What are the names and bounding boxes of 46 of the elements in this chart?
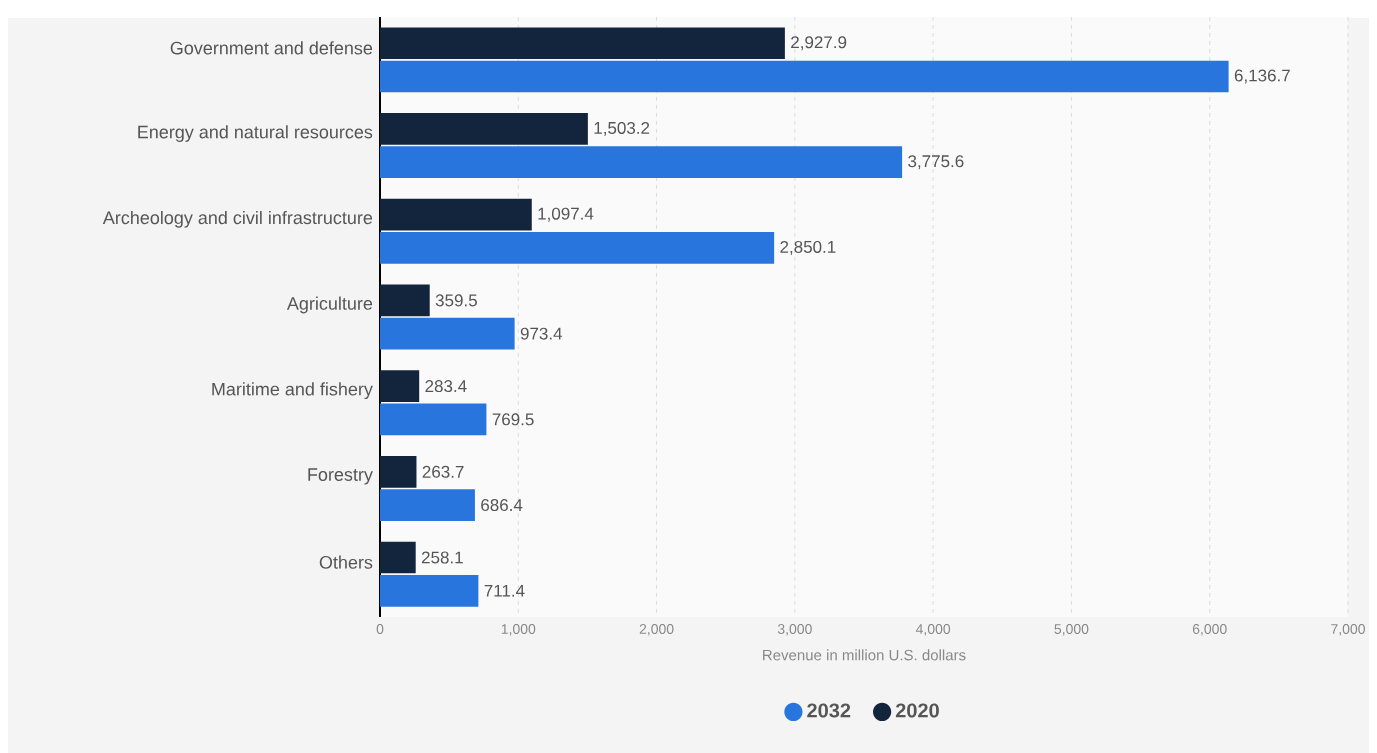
bar <box>380 232 775 264</box>
data-label: 973.4 <box>520 327 563 340</box>
bar <box>380 541 416 574</box>
y-tick-label: Maritime and fishery <box>212 382 373 400</box>
legend-label: 2020 <box>895 703 939 718</box>
data-label: 686.4 <box>481 499 523 512</box>
bar <box>380 489 475 521</box>
y-tick-label: Archeology and civil infrastructure <box>102 210 373 228</box>
y-tick-label: Energy and natural resources <box>138 125 373 142</box>
y-tick-label: Agriculture <box>286 296 373 314</box>
x-tick-label: 6,000 <box>1192 624 1227 636</box>
data-label: 359.5 <box>435 294 477 307</box>
bar <box>380 317 515 350</box>
x-tick-label: 5,000 <box>1054 624 1089 636</box>
x-tick-label: 7,000 <box>1331 624 1365 636</box>
bar <box>380 113 588 145</box>
data-label: 2,850.1 <box>780 240 836 255</box>
y-tick-label: Government and defense <box>170 41 373 55</box>
y-tick-label: Others <box>319 555 373 569</box>
legend-label: 2032 <box>807 703 851 718</box>
data-label: 263.7 <box>422 465 464 478</box>
bar <box>380 146 903 179</box>
data-label: 258.1 <box>421 551 463 564</box>
x-tick-label: 2,000 <box>639 624 674 636</box>
data-label: 3,775.6 <box>908 155 964 170</box>
bar <box>380 60 1229 93</box>
bar <box>380 370 420 402</box>
bar <box>380 198 532 231</box>
bar <box>380 455 417 488</box>
data-label: 2,927.9 <box>791 36 847 51</box>
bar <box>380 574 479 607</box>
data-label: 1,097.4 <box>538 207 594 222</box>
x-tick-label: 1,000 <box>501 624 536 636</box>
data-label: 769.5 <box>492 413 534 426</box>
bar <box>380 284 430 317</box>
data-label: 283.4 <box>425 380 467 393</box>
x-tick-label: 3,000 <box>777 624 812 636</box>
bar <box>380 27 785 60</box>
x-axis-title: Revenue in million U.S. dollars <box>763 649 966 661</box>
data-label: 711.4 <box>484 584 525 597</box>
bar <box>380 403 487 436</box>
data-label: 6,136.7 <box>1234 69 1290 84</box>
x-tick-label: 4,000 <box>915 624 951 636</box>
y-tick-label: Forestry <box>308 468 373 485</box>
x-tick-label: 0 <box>376 624 384 634</box>
data-label: 1,503.2 <box>594 121 650 136</box>
